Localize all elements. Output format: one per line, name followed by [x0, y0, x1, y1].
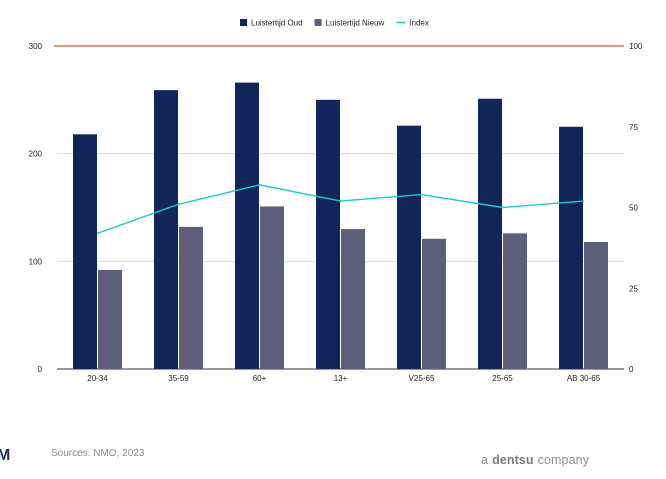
- y-right-tick-label: 100: [629, 42, 643, 51]
- y-right-tick-label: 75: [629, 123, 638, 132]
- index-point: [582, 200, 585, 202]
- index-point: [96, 232, 99, 235]
- bar-luistertijd-oud: [73, 134, 97, 369]
- bar-luistertijd-oud: [235, 82, 259, 370]
- y-right-tick-label: 25: [629, 284, 638, 293]
- x-tick-label: 25-65: [492, 374, 513, 383]
- legend-swatch: [314, 19, 322, 26]
- bar-luistertijd-nieuw: [341, 229, 365, 369]
- axis-labels: 0 100 200 300 0 25 50 75 100 20-34 35-59 60+ 13+ V25-…: [29, 42, 643, 383]
- bar-luistertijd-nieuw: [179, 226, 203, 369]
- bar-luistertijd-nieuw: [584, 241, 608, 369]
- y-right-tick-label: 0: [629, 365, 634, 374]
- index-point: [501, 206, 504, 209]
- legend: Luistertijd Oud Luistertijd Nieuw Index: [240, 19, 429, 28]
- legend-label: Index: [409, 19, 429, 28]
- bar-luistertijd-oud: [559, 126, 583, 369]
- x-tick-label: 13+: [334, 374, 348, 383]
- index-point: [420, 193, 423, 196]
- y-left-tick-label: 0: [38, 365, 43, 374]
- legend-label: Luistertijd Oud: [251, 19, 303, 28]
- brand-name: dentsu: [492, 453, 534, 467]
- bar-luistertijd-nieuw: [503, 233, 527, 369]
- y-left-tick-label: 100: [29, 257, 43, 266]
- bar-luistertijd-oud: [397, 125, 421, 369]
- y-left-tick-label: 200: [29, 150, 43, 159]
- bars-layer: [73, 82, 608, 370]
- x-tick-label: 20-34: [87, 374, 108, 383]
- grid-lines: [57, 45, 624, 370]
- source-note: Sources: NMO, 2023: [51, 448, 145, 459]
- index-line-layer: [96, 184, 585, 235]
- corner-logo: M: [0, 447, 11, 464]
- brand-suffix: company: [537, 453, 590, 467]
- x-tick-label: V25-65: [409, 374, 435, 383]
- bar-luistertijd-oud: [478, 98, 502, 370]
- bar-luistertijd-oud: [316, 99, 340, 369]
- y-right-tick-label: 50: [629, 204, 638, 213]
- y-left-tick-label: 300: [29, 42, 43, 51]
- bar-luistertijd-nieuw: [422, 238, 446, 369]
- brand-signature: a dentsu company: [481, 453, 589, 467]
- index-point: [258, 184, 261, 186]
- legend-swatch: [240, 19, 247, 26]
- bar-luistertijd-nieuw: [98, 269, 122, 369]
- index-point: [177, 203, 180, 206]
- x-tick-label: 35-59: [168, 374, 189, 383]
- legend-label: Luistertijd Nieuw: [326, 19, 385, 28]
- bar-luistertijd-nieuw: [260, 206, 284, 369]
- x-tick-label: 60+: [253, 374, 267, 383]
- index-point: [339, 200, 342, 202]
- bar-luistertijd-oud: [154, 90, 178, 369]
- x-tick-label: AB 30-65: [567, 374, 601, 383]
- brand-prefix: a: [481, 453, 489, 467]
